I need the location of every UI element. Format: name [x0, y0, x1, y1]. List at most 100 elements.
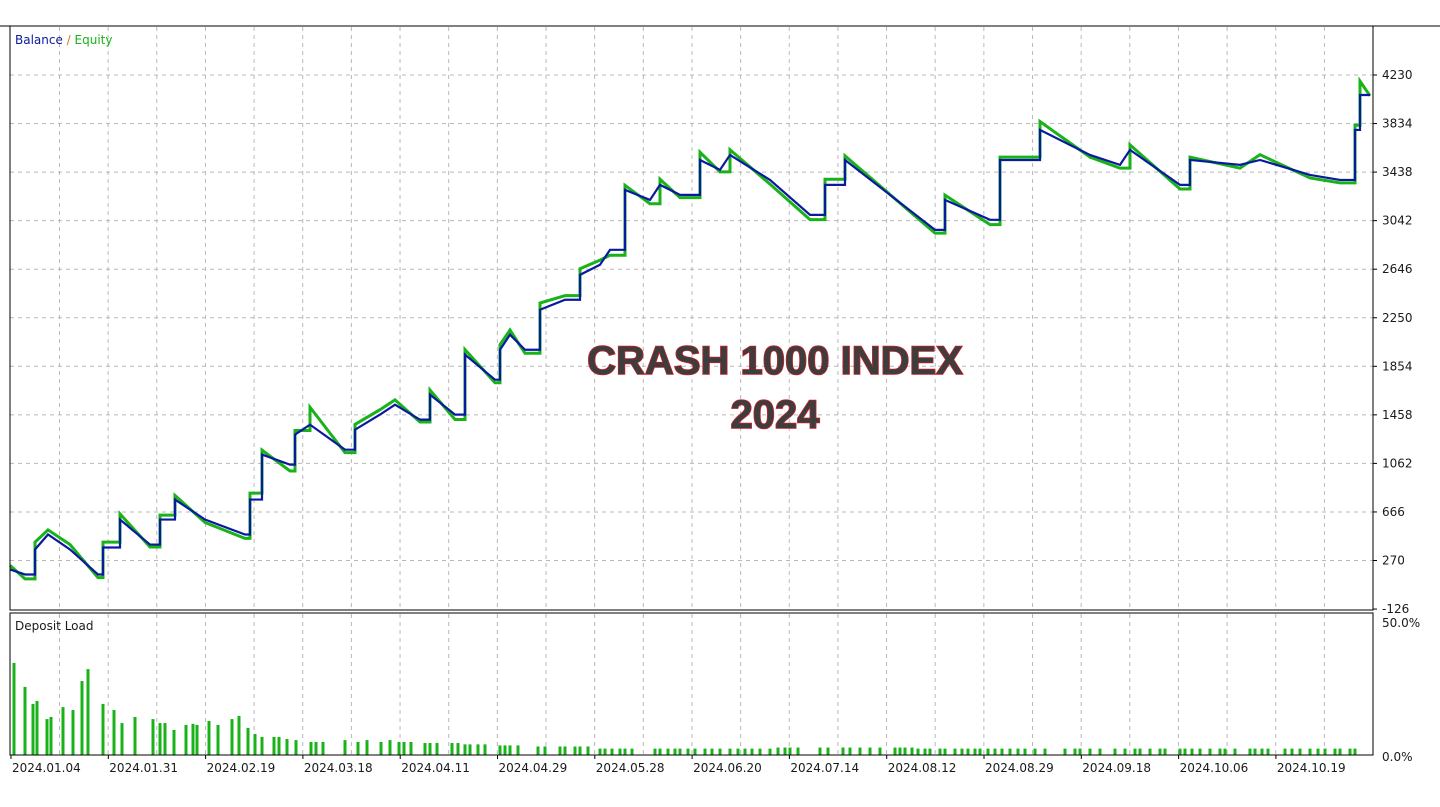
deposit-load-bar [1223, 748, 1227, 755]
y-tick-label: 2250 [1382, 311, 1413, 325]
deposit-load-bar [893, 747, 897, 755]
deposit-load-bar [598, 748, 602, 755]
deposit-load-bar [848, 747, 852, 755]
deposit-load-bar [783, 747, 787, 755]
deposit-load-bar [86, 669, 90, 755]
deposit-load-bar [1033, 748, 1037, 755]
deposit-load-bar [1233, 748, 1237, 755]
deposit-load-bar [960, 748, 964, 755]
deposit-load-bar [928, 748, 932, 755]
deposit-load-bar [1016, 748, 1020, 755]
deposit-load-bar [558, 746, 562, 755]
deposit-load-bar [1260, 748, 1264, 755]
deposit-load-bar [703, 748, 707, 755]
deposit-load-bar [750, 748, 754, 755]
deposit-load-bar [31, 703, 35, 755]
deposit-load-bar [993, 748, 997, 755]
y-tick-label: 3834 [1382, 117, 1413, 131]
deposit-load-bar [1158, 748, 1162, 755]
deposit-load-bar [1298, 748, 1302, 755]
y-tick-label: 270 [1382, 554, 1405, 568]
x-tick-label: 2024.01.31 [109, 761, 178, 775]
deposit-load-bar [246, 727, 250, 755]
deposit-load-bar [826, 747, 830, 755]
deposit-load-bar [728, 748, 732, 755]
deposit-load-bar [1353, 748, 1357, 755]
deposit-load-bar [1073, 748, 1077, 755]
overlay-title-line1: CRASH 1000 INDEX [587, 339, 963, 383]
deposit-load-bar [516, 745, 520, 755]
deposit-load-bar [508, 745, 512, 755]
deposit-load-bar [1283, 748, 1287, 755]
deposit-load-bar [1063, 748, 1067, 755]
x-tick-label: 2024.10.19 [1277, 761, 1346, 775]
x-tick-label: 2024.08.12 [888, 761, 957, 775]
deposit-load-bar [483, 744, 487, 755]
deposit-load-bar [758, 748, 762, 755]
x-tick-label: 2024.02.19 [207, 761, 276, 775]
deposit-load-bar [938, 748, 942, 755]
deposit-load-bar [80, 681, 84, 755]
deposit-load-bar [402, 741, 406, 755]
deposit-load-bar [973, 748, 977, 755]
deposit-load-bar [536, 746, 540, 755]
deposit-load-bar [356, 741, 360, 755]
deposit-load-bar [1148, 748, 1152, 755]
deposit-load-bar [45, 719, 49, 755]
deposit-load-bar [1253, 748, 1257, 755]
deposit-load-bar [1123, 748, 1127, 755]
deposit-load-bar [718, 748, 722, 755]
deposit-load-bar [230, 719, 234, 755]
legend-equity: Equity [75, 33, 113, 47]
deposit-load-bar [986, 748, 990, 755]
deposit-load-bar [923, 748, 927, 755]
deposit-load-bar [1333, 748, 1337, 755]
deposit-load-bar [736, 748, 740, 755]
deposit-load-bar [563, 746, 567, 755]
deposit-load-bar [397, 741, 401, 755]
deposit-load-bar [693, 748, 697, 755]
deposit-load-bar [309, 741, 313, 755]
y-tick-label: 4230 [1382, 68, 1413, 82]
legend-balance: Balance [15, 33, 63, 47]
deposit-load-bar [578, 746, 582, 755]
deposit-load-bar [253, 733, 257, 755]
deposit-load-bar [1190, 748, 1194, 755]
deposit-load-bar [586, 746, 590, 755]
deposit-load-bar [1323, 748, 1327, 755]
deposit-load-bar [423, 743, 427, 755]
x-tick-label: 2024.07.14 [790, 761, 859, 775]
deposit-load-bar [543, 746, 547, 755]
deposit-load-bar [71, 710, 75, 755]
deposit-load-bar [623, 748, 627, 755]
deposit-load-bar [678, 748, 682, 755]
deposit-load-bar [343, 740, 347, 755]
deposit-load-bar [112, 710, 116, 755]
deposit-load-bar [858, 747, 862, 755]
deposit-load-bar [23, 686, 27, 755]
deposit-load-bar [966, 748, 970, 755]
x-tick-label: 2024.04.11 [401, 761, 470, 775]
deposit-load-bar [878, 747, 882, 755]
deposit-load-bar [151, 719, 155, 755]
deposit-load-bar [163, 723, 167, 755]
deposit-load-bar [272, 736, 276, 755]
deposit-load-bar [463, 744, 467, 755]
deposit-load-bar [503, 745, 507, 755]
deposit-load-bar [1163, 748, 1167, 755]
deposit-load-bar [321, 741, 325, 755]
deposit-load-bar [260, 736, 264, 755]
deposit-load-bar [409, 741, 413, 755]
deposit-load-bar [456, 743, 460, 755]
deposit-load-bar [1218, 748, 1222, 755]
deposit-load-bar [1338, 748, 1342, 755]
deposit-load-bar [172, 729, 176, 755]
series-lines [8, 76, 1372, 581]
legend-separator: / [63, 33, 75, 47]
deposit-load-bar [277, 736, 281, 755]
deposit-load-bar [49, 716, 53, 755]
deposit-load-bar [498, 745, 502, 755]
deposit-ytick-max: 50.0% [1382, 616, 1420, 630]
deposit-load-bar [388, 740, 392, 755]
